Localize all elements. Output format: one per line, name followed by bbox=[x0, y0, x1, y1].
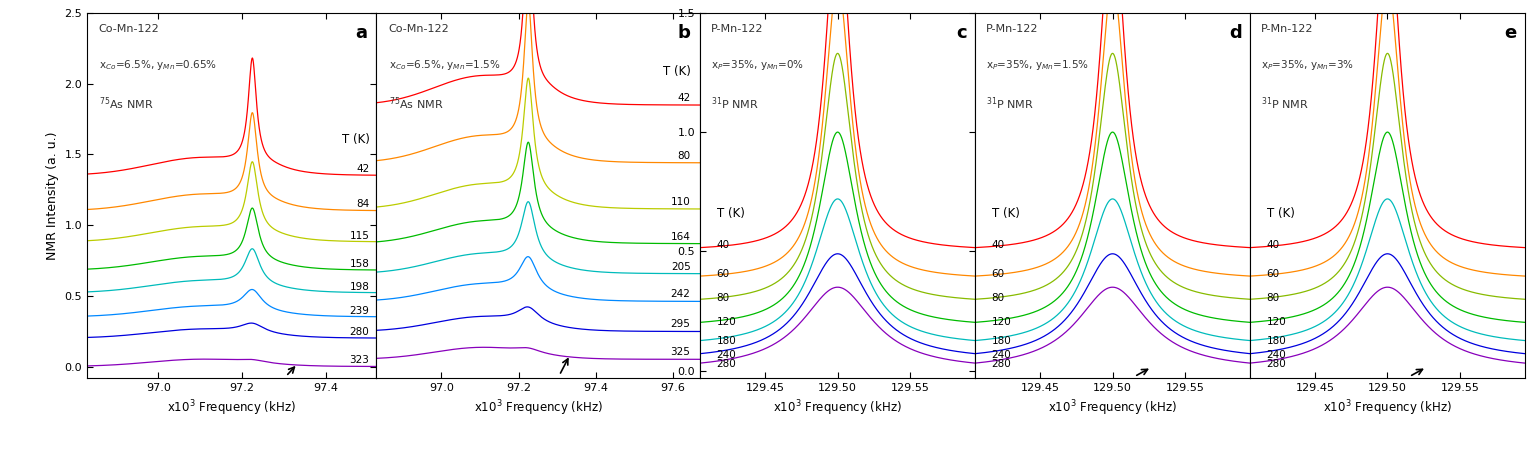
Text: $^{31}$P NMR: $^{31}$P NMR bbox=[711, 95, 759, 112]
Text: 242: 242 bbox=[671, 289, 691, 299]
Text: 80: 80 bbox=[717, 293, 730, 303]
Text: 280: 280 bbox=[717, 360, 736, 370]
Text: T (K): T (K) bbox=[663, 65, 691, 77]
Y-axis label: NMR Intensity (a. u.): NMR Intensity (a. u.) bbox=[46, 131, 60, 260]
Text: 60: 60 bbox=[992, 269, 1005, 279]
Text: 115: 115 bbox=[350, 231, 370, 240]
Text: 198: 198 bbox=[350, 282, 370, 292]
Text: 120: 120 bbox=[717, 316, 736, 327]
Text: 80: 80 bbox=[1267, 293, 1279, 303]
Text: 205: 205 bbox=[671, 262, 691, 272]
Text: 280: 280 bbox=[1267, 360, 1287, 370]
Text: 158: 158 bbox=[350, 259, 370, 269]
Text: $^{75}$As NMR: $^{75}$As NMR bbox=[99, 95, 153, 112]
Text: x$_P$=35%, y$_{Mn}$=3%: x$_P$=35%, y$_{Mn}$=3% bbox=[1261, 59, 1354, 72]
Text: 323: 323 bbox=[350, 355, 370, 365]
Text: c: c bbox=[957, 24, 967, 42]
Text: 295: 295 bbox=[671, 319, 691, 329]
Text: P-Mn-122: P-Mn-122 bbox=[1261, 24, 1314, 34]
Text: x$_P$=35%, y$_{Mn}$=1.5%: x$_P$=35%, y$_{Mn}$=1.5% bbox=[986, 59, 1089, 72]
Text: x$_{Co}$=6.5%, y$_{Mn}$=1.5%: x$_{Co}$=6.5%, y$_{Mn}$=1.5% bbox=[388, 59, 500, 72]
Text: $^{75}$As NMR: $^{75}$As NMR bbox=[388, 95, 443, 112]
Text: 325: 325 bbox=[671, 347, 691, 357]
Text: 280: 280 bbox=[992, 360, 1012, 370]
Text: 60: 60 bbox=[717, 269, 730, 279]
Text: 120: 120 bbox=[992, 316, 1012, 327]
Text: 180: 180 bbox=[992, 336, 1012, 346]
Text: 80: 80 bbox=[992, 293, 1005, 303]
X-axis label: x10$^3$ Frequency (kHz): x10$^3$ Frequency (kHz) bbox=[1323, 398, 1452, 418]
Text: 110: 110 bbox=[671, 197, 691, 207]
Text: $^{31}$P NMR: $^{31}$P NMR bbox=[1261, 95, 1309, 112]
X-axis label: x10$^3$ Frequency (kHz): x10$^3$ Frequency (kHz) bbox=[167, 398, 296, 418]
Text: 40: 40 bbox=[717, 240, 730, 250]
Text: 180: 180 bbox=[1267, 336, 1287, 346]
Text: 60: 60 bbox=[1267, 269, 1279, 279]
Text: 240: 240 bbox=[1267, 350, 1287, 360]
Text: 42: 42 bbox=[677, 93, 691, 103]
X-axis label: x10$^3$ Frequency (kHz): x10$^3$ Frequency (kHz) bbox=[474, 398, 602, 418]
Text: 164: 164 bbox=[671, 232, 691, 241]
Text: b: b bbox=[677, 24, 691, 42]
Text: x$_{Co}$=6.5%, y$_{Mn}$=0.65%: x$_{Co}$=6.5%, y$_{Mn}$=0.65% bbox=[99, 59, 217, 72]
Text: 239: 239 bbox=[350, 305, 370, 316]
Text: 40: 40 bbox=[1267, 240, 1279, 250]
Text: x$_P$=35%, y$_{Mn}$=0%: x$_P$=35%, y$_{Mn}$=0% bbox=[711, 59, 804, 72]
Text: 42: 42 bbox=[356, 164, 370, 174]
Text: T (K): T (K) bbox=[717, 207, 744, 220]
Text: Co-Mn-122: Co-Mn-122 bbox=[99, 24, 159, 34]
Text: e: e bbox=[1505, 24, 1517, 42]
Text: 120: 120 bbox=[1267, 316, 1287, 327]
Text: P-Mn-122: P-Mn-122 bbox=[986, 24, 1039, 34]
Text: T (K): T (K) bbox=[342, 133, 370, 146]
Text: 180: 180 bbox=[717, 336, 736, 346]
Text: Co-Mn-122: Co-Mn-122 bbox=[388, 24, 449, 34]
Text: 40: 40 bbox=[992, 240, 1005, 250]
Text: 280: 280 bbox=[350, 327, 370, 337]
X-axis label: x10$^3$ Frequency (kHz): x10$^3$ Frequency (kHz) bbox=[773, 398, 902, 418]
Text: $^{31}$P NMR: $^{31}$P NMR bbox=[986, 95, 1034, 112]
Text: a: a bbox=[354, 24, 367, 42]
Text: 240: 240 bbox=[717, 350, 736, 360]
X-axis label: x10$^3$ Frequency (kHz): x10$^3$ Frequency (kHz) bbox=[1048, 398, 1177, 418]
Text: 240: 240 bbox=[992, 350, 1012, 360]
Text: T (K): T (K) bbox=[992, 207, 1019, 220]
Text: P-Mn-122: P-Mn-122 bbox=[711, 24, 764, 34]
Text: 80: 80 bbox=[677, 151, 691, 161]
Text: T (K): T (K) bbox=[1267, 207, 1294, 220]
Text: d: d bbox=[1229, 24, 1242, 42]
Text: 84: 84 bbox=[356, 200, 370, 209]
